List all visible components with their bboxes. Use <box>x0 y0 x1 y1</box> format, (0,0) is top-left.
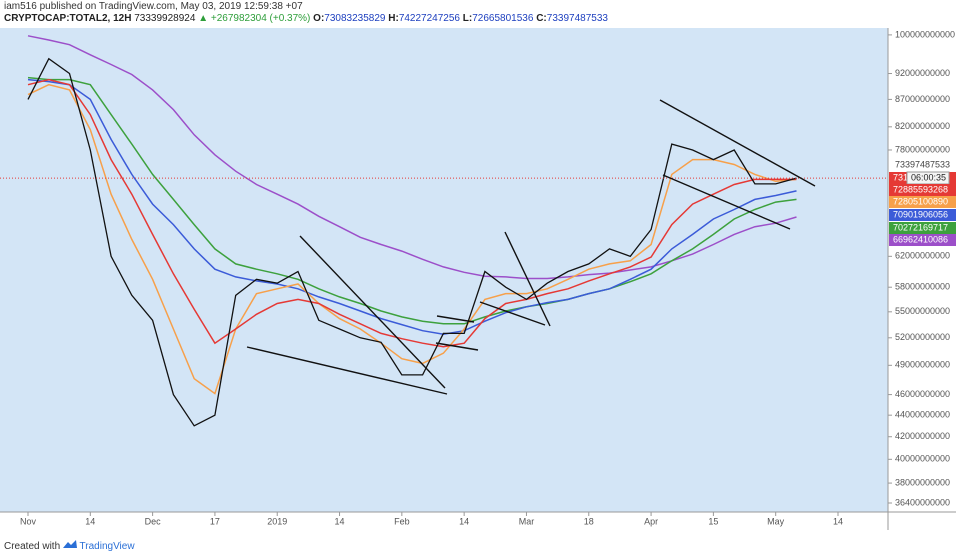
chart: 100000000000 92000000000 87000000000 820000… <box>0 28 956 530</box>
quote-line: CRYPTOCAP:TOTAL2, 12H 73339928924 ▲ +267… <box>4 13 608 24</box>
trend-line <box>246 346 448 395</box>
close: 73397487533 <box>546 13 608 24</box>
tag-bg <box>889 234 956 246</box>
open: 73083235829 <box>324 13 386 24</box>
y-tick-label: 58000000000 <box>895 282 950 292</box>
o-label: O: <box>313 13 325 24</box>
l-label: L: <box>462 13 473 24</box>
y-tick-label: 44000000000 <box>895 410 950 420</box>
partial-tag: 731 <box>893 172 908 182</box>
plot-area <box>0 28 888 512</box>
y-tick-label: 40000000000 <box>895 454 950 464</box>
c-label: C: <box>536 13 547 24</box>
last: 73339928924 <box>134 13 196 24</box>
x-tick-label: Feb <box>394 516 410 526</box>
y-tick-label: 55000000000 <box>895 306 950 316</box>
y-tick-label: 82000000000 <box>895 121 950 131</box>
x-tick-label: May <box>767 516 785 526</box>
last-value-tag: 72805100890 <box>893 196 948 206</box>
tag-bg <box>889 222 956 234</box>
footer-brand: TradingView <box>79 541 135 552</box>
last-value-tag: 70272169717 <box>893 222 948 232</box>
last-value-tag: 70901906056 <box>893 209 948 219</box>
high: 74227247256 <box>398 13 460 24</box>
trend-line <box>435 342 479 351</box>
series-line <box>27 57 797 427</box>
x-tick-label: 14 <box>833 516 843 526</box>
x-tick-label: Nov <box>20 516 37 526</box>
x-tick-label: 14 <box>459 516 469 526</box>
x-tick-label: 18 <box>584 516 594 526</box>
x-tick-label: Mar <box>519 516 535 526</box>
last-price-tag: 73397487533 <box>895 159 950 169</box>
y-tick-label: 46000000000 <box>895 389 950 399</box>
trend-line <box>504 231 551 327</box>
symbol: CRYPTOCAP:TOTAL2, 12H <box>4 13 132 24</box>
tag-bg <box>889 209 956 221</box>
low: 72665801536 <box>472 13 534 24</box>
change: ▲ +267982304 (+0.37%) <box>198 13 311 24</box>
y-tick-label: 100000000000 <box>895 29 955 39</box>
y-tick-label: 78000000000 <box>895 144 950 154</box>
countdown: 06:00:35 <box>911 172 946 182</box>
last-value-tag: 72885593268 <box>893 184 948 194</box>
y-tick-label: 49000000000 <box>895 360 950 370</box>
footer: Created with TradingView <box>4 540 135 552</box>
tag-bg <box>889 196 956 208</box>
x-tick-label: 17 <box>210 516 220 526</box>
y-tick-label: 36400000000 <box>895 497 950 507</box>
series-line <box>27 83 797 395</box>
x-tick-label: Dec <box>145 516 162 526</box>
trend-line <box>659 99 816 187</box>
y-tick-label: 52000000000 <box>895 332 950 342</box>
tag-bg <box>889 184 956 196</box>
y-tick-label: 38000000000 <box>895 477 950 487</box>
trend-line <box>299 235 446 389</box>
x-tick-label: 15 <box>708 516 718 526</box>
footer-prefix: Created with <box>4 541 61 552</box>
series-line <box>27 78 797 348</box>
x-tick-label: 14 <box>335 516 345 526</box>
y-tick-label: 42000000000 <box>895 431 950 441</box>
y-tick-label: 92000000000 <box>895 68 950 78</box>
x-tick-label: 14 <box>85 516 95 526</box>
publisher: iam516 published on TradingView.com, May… <box>4 1 303 12</box>
last-value-tag: 66962410086 <box>893 234 948 244</box>
trend-line <box>479 301 546 326</box>
series-line <box>27 78 797 335</box>
y-tick-label: 62000000000 <box>895 251 950 261</box>
h-label: H: <box>388 13 399 24</box>
trend-line <box>662 174 791 230</box>
x-tick-label: 2019 <box>267 516 287 526</box>
drawings <box>246 99 816 395</box>
x-tick-label: Apr <box>644 516 658 526</box>
trend-line <box>436 315 475 323</box>
logo <box>62 540 77 548</box>
series-line <box>27 35 797 280</box>
y-tick-label: 87000000000 <box>895 94 950 104</box>
